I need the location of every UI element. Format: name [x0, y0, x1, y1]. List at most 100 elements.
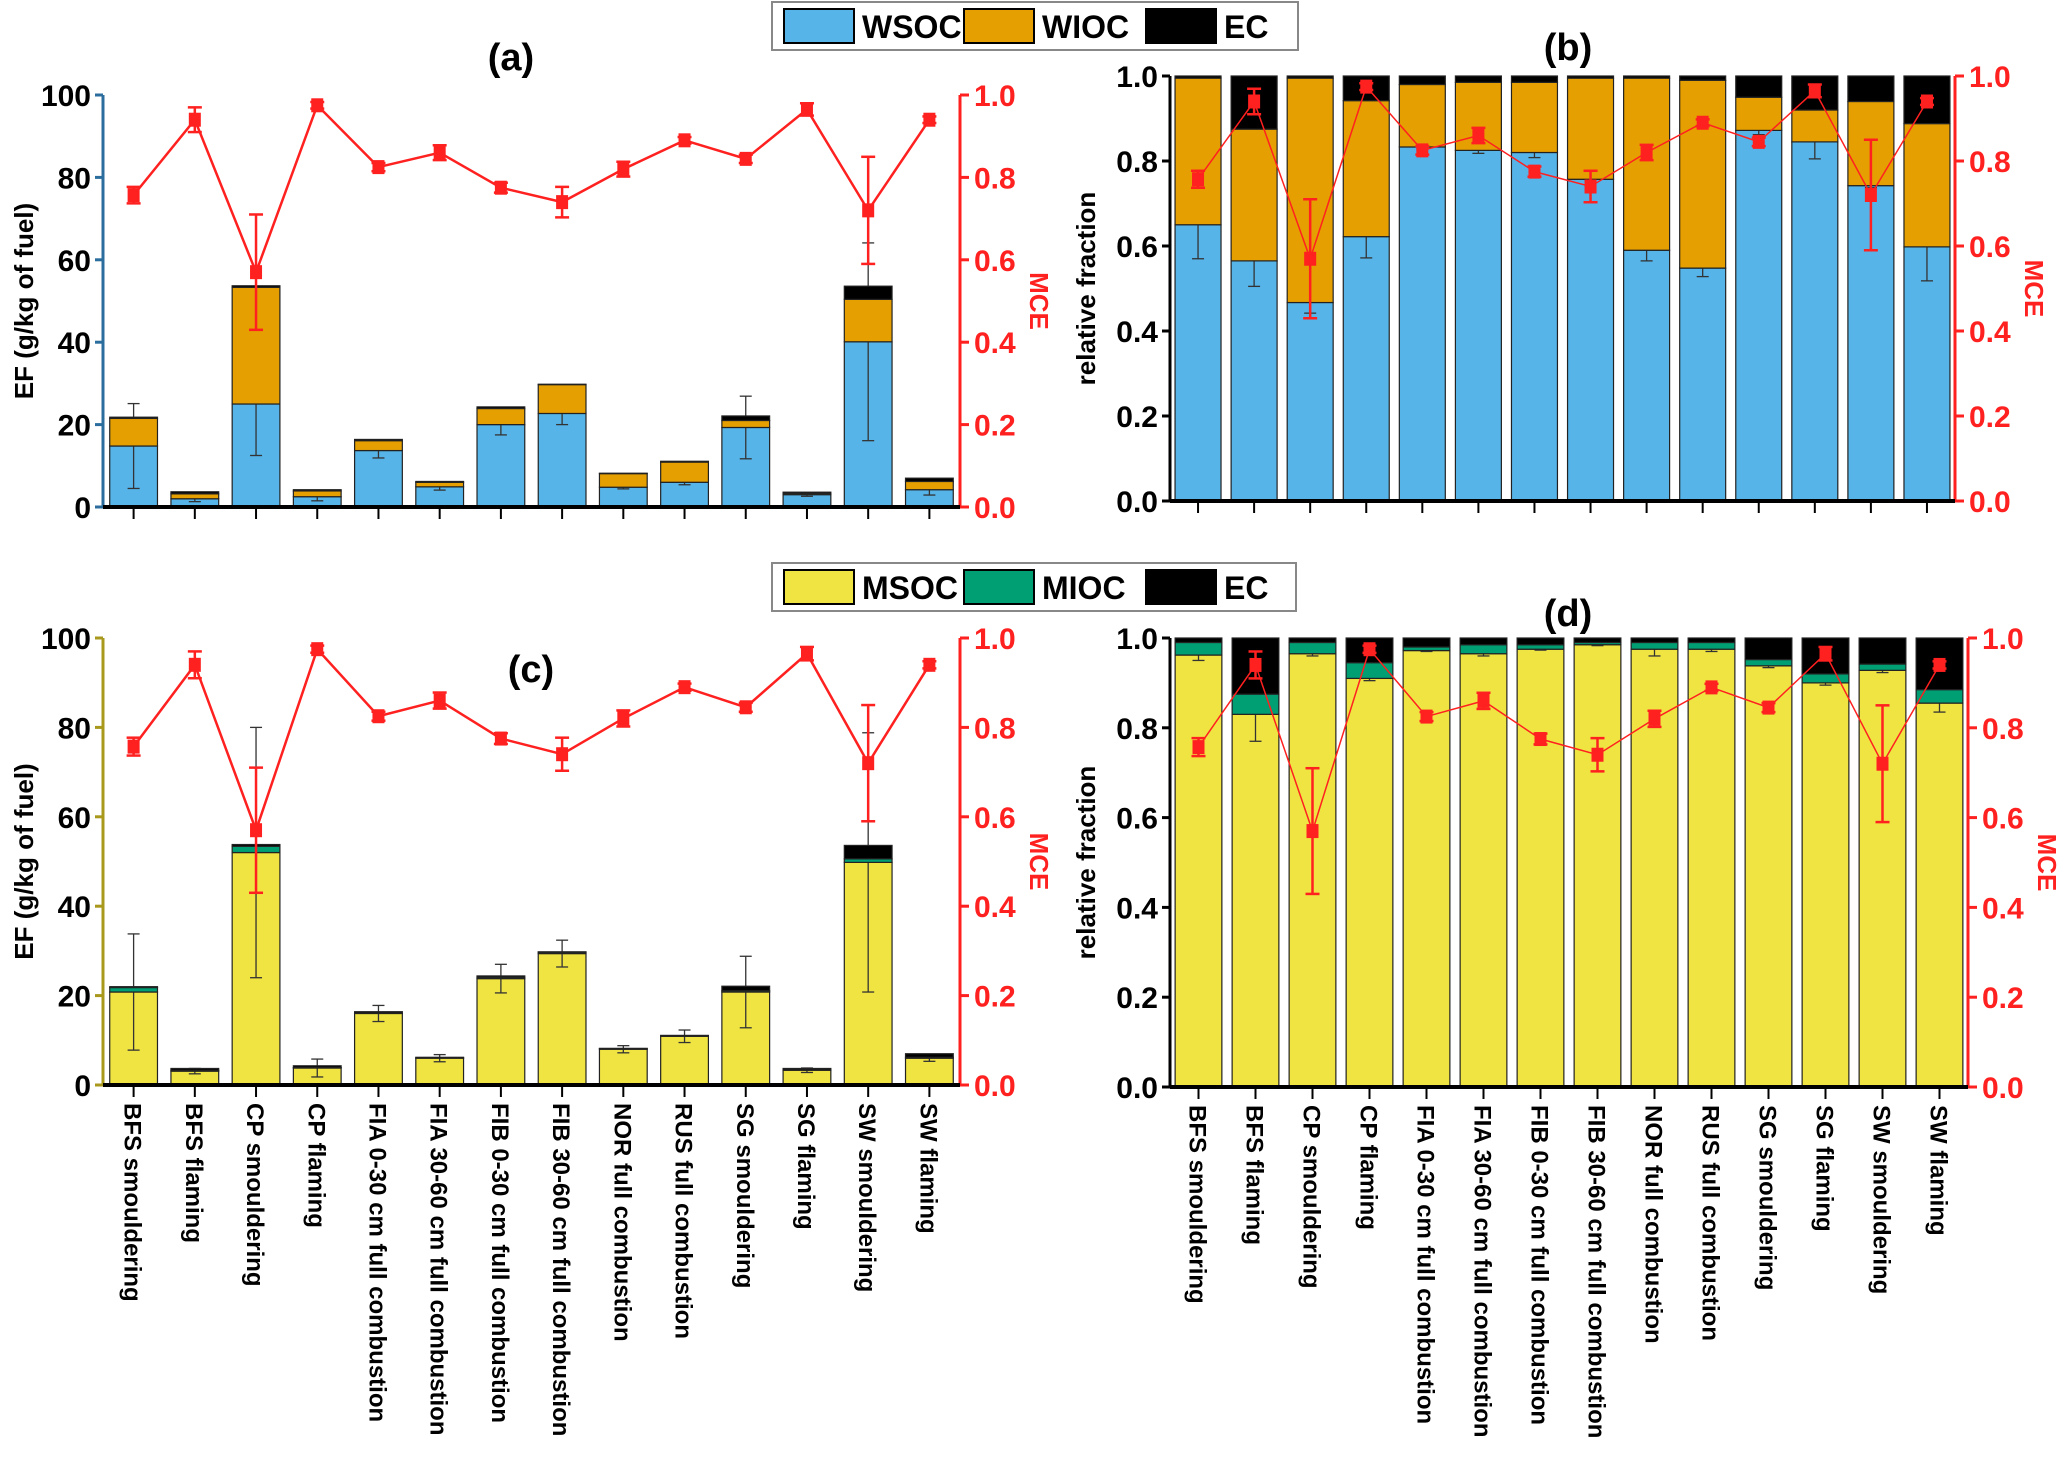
bar-wioc — [660, 461, 710, 483]
x-tick-label: SG smouldering — [1754, 1105, 1781, 1290]
mce-point — [1591, 747, 1604, 762]
x-tick-label: FIB 0-30 cm full combustion — [486, 1103, 513, 1423]
x-tick-label: SG smouldering — [731, 1103, 758, 1288]
mce-point — [678, 680, 691, 695]
mce-point — [250, 265, 263, 280]
y-tick-label: 1.0 — [1116, 623, 1158, 656]
bar-wsoc — [1903, 246, 1951, 502]
bar-wioc — [476, 407, 526, 426]
bar-wsoc — [1342, 236, 1390, 502]
mce-point — [1248, 94, 1261, 109]
bar-ec — [843, 285, 893, 300]
y-tick-label: 0.2 — [1116, 401, 1158, 434]
mce-point — [1416, 143, 1429, 158]
bar-wioc — [843, 298, 893, 343]
y2-axis-label: MCE — [2032, 834, 2062, 892]
bar-ec — [1398, 75, 1446, 86]
mce-point — [617, 711, 630, 726]
bar-wsoc — [1735, 129, 1783, 502]
bar-ec — [1687, 637, 1736, 644]
mce-point — [1584, 179, 1597, 194]
y2-axis-label: MCE — [1024, 833, 1054, 891]
mce-point — [678, 133, 691, 148]
bar-mioc — [1516, 644, 1565, 650]
y-tick-label: 20 — [58, 410, 91, 443]
bar-wioc — [292, 490, 342, 498]
mce-point — [188, 657, 201, 672]
bar-wioc — [598, 473, 648, 488]
y2-tick-label: 0.0 — [1969, 486, 2011, 519]
bar-msoc — [1231, 713, 1280, 1088]
x-tick-label: SW smouldering — [1868, 1105, 1895, 1294]
x-tick-label: BFS smouldering — [119, 1103, 146, 1302]
x-tick-label: CP flaming — [302, 1103, 329, 1228]
y-tick-label: 0.4 — [1116, 316, 1158, 349]
bar-ec — [415, 480, 465, 483]
bar-msoc — [1345, 677, 1394, 1088]
y-axis-label: relative fraction — [1071, 192, 1101, 386]
bar-ec — [721, 415, 771, 422]
y2-tick-label: 1.0 — [974, 80, 1016, 113]
bar-mioc — [1915, 689, 1964, 704]
bar-wioc — [537, 384, 587, 415]
mce-point — [739, 700, 752, 715]
bar-wsoc — [598, 486, 648, 508]
y-tick-label: 40 — [58, 891, 91, 924]
y2-tick-label: 0.2 — [974, 410, 1016, 443]
x-tick-label: CP flaming — [1355, 1105, 1382, 1230]
mce-point — [1192, 172, 1205, 187]
bar-ec — [1174, 637, 1223, 644]
bar-mioc — [1288, 641, 1337, 655]
bar-ec — [1858, 637, 1907, 665]
bar-wioc — [1735, 96, 1783, 132]
bar-msoc — [598, 1048, 648, 1086]
bar-ec — [1573, 637, 1622, 644]
mce-point — [188, 112, 201, 127]
x-tick-label: FIA 0-30 cm full combustion — [1412, 1105, 1439, 1424]
legend-swatch-mioc — [963, 569, 1035, 605]
y2-tick-label: 0.2 — [1982, 982, 2024, 1015]
bar-wsoc — [1230, 260, 1278, 502]
mce-point — [1762, 700, 1775, 715]
panel-a: 0 20 40 60 80 100 0.0 0.2 0.4 0.6 0.8 1.0 (a) EF (g/k… — [9, 37, 1054, 525]
x-tick-label: CP smouldering — [241, 1103, 268, 1287]
bar-msoc — [1915, 702, 1964, 1088]
bar-wsoc — [1566, 178, 1615, 502]
bar-ec — [782, 491, 832, 495]
mce-point — [1752, 134, 1765, 149]
y-tick-label: 60 — [58, 245, 91, 278]
y2-tick-label: 0.2 — [1969, 401, 2011, 434]
mce-point — [1192, 740, 1205, 755]
legend-swatch-msoc — [783, 569, 855, 605]
mce-point — [1528, 164, 1541, 179]
mce-point — [1640, 145, 1653, 160]
bar-ec — [170, 491, 220, 495]
mce-point — [923, 657, 936, 672]
bar-msoc — [1744, 665, 1793, 1088]
y-tick-label: 0.6 — [1116, 231, 1158, 264]
mce-point — [1648, 711, 1661, 726]
mce-point — [1876, 756, 1889, 771]
y-tick-label: 0.2 — [1116, 982, 1158, 1015]
panel-title: (d) — [1544, 593, 1593, 635]
bar-wioc — [721, 419, 771, 429]
panel-title: (a) — [488, 37, 534, 79]
y2-tick-label: 0.6 — [974, 802, 1016, 835]
bar-wsoc — [1398, 146, 1446, 502]
y-tick-label: 0.0 — [1116, 1072, 1158, 1105]
bar-ec — [1679, 75, 1727, 81]
bar-ec — [721, 985, 771, 992]
bar-wsoc — [1286, 301, 1334, 502]
panel-title: (c) — [508, 649, 554, 691]
bar-ec — [1288, 637, 1337, 644]
bar-wioc — [1679, 79, 1727, 269]
bar-ec — [292, 489, 342, 492]
y-axis-label: EF (g/kg of fuel) — [9, 203, 39, 399]
x-tick-label: NOR full combustion — [608, 1103, 635, 1342]
mce-point — [433, 693, 446, 708]
mce-point — [127, 739, 140, 754]
x-tick-label: FIB 0-30 cm full combustion — [1526, 1105, 1553, 1425]
bar-ec — [660, 460, 710, 463]
y2-tick-label: 0.8 — [974, 162, 1016, 195]
y-tick-label: 0 — [74, 1070, 91, 1103]
